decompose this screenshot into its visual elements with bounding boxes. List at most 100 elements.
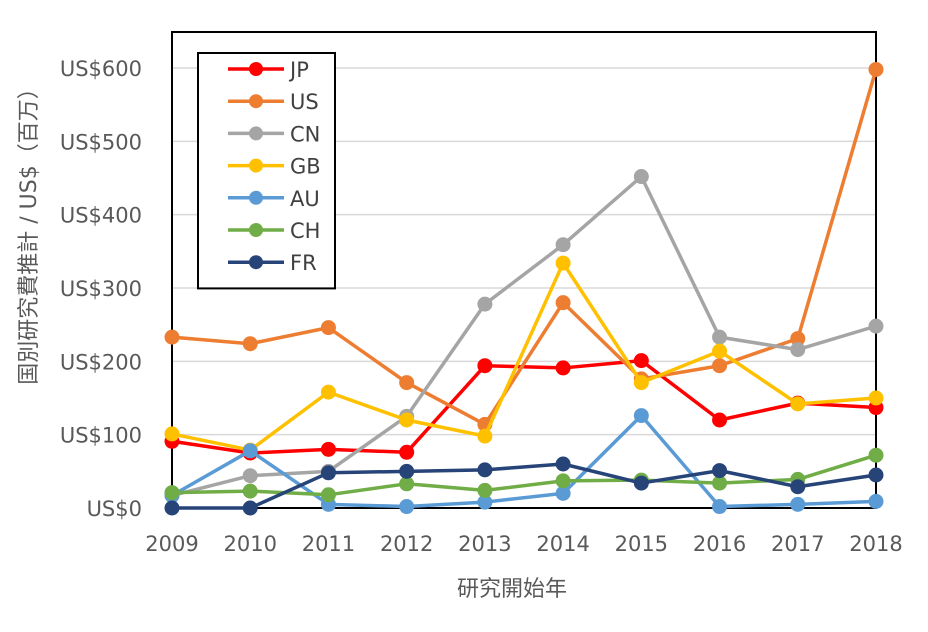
y-tick-label: US$300 <box>60 277 142 301</box>
legend-entry: FR <box>290 251 317 275</box>
data-point <box>633 169 649 185</box>
data-point <box>242 336 258 352</box>
data-point <box>868 493 884 509</box>
data-point <box>477 428 493 444</box>
series-fr <box>164 456 884 516</box>
data-point <box>712 358 728 374</box>
y-tick-label: US$500 <box>60 130 142 154</box>
data-point <box>399 412 415 428</box>
data-point <box>868 61 884 77</box>
data-point <box>399 499 415 515</box>
data-point <box>164 500 180 516</box>
data-point <box>164 426 180 442</box>
legend-swatch-marker <box>249 223 263 237</box>
series-line-au <box>171 413 877 509</box>
data-point <box>633 375 649 391</box>
data-point <box>712 343 728 359</box>
data-point <box>477 482 493 498</box>
legend-swatch-marker <box>249 62 263 76</box>
series-line-us <box>171 68 878 427</box>
data-point <box>242 483 258 499</box>
x-tick-label: 2017 <box>771 532 824 556</box>
y-tick-label: US$0 <box>87 497 142 521</box>
legend-swatch-marker <box>249 126 263 141</box>
series-line-ch <box>171 453 877 497</box>
x-axis-title: 研究開始年 <box>457 577 567 602</box>
tick-labels: US$0 US$100 US$200 US$300 US$400 US$500 US$600… <box>60 57 903 556</box>
data-point <box>633 353 649 369</box>
legend-box <box>197 52 336 290</box>
data-point <box>320 384 336 400</box>
x-tick-label: 2014 <box>536 532 589 556</box>
series-gb <box>164 255 884 458</box>
legend-entry: US <box>290 90 319 114</box>
data-point <box>555 255 571 271</box>
data-point <box>712 412 728 428</box>
series-line-cn <box>171 174 877 498</box>
series-line-gb <box>171 261 877 452</box>
data-point <box>633 408 649 424</box>
x-tick-label: 2012 <box>380 532 433 556</box>
data-point <box>790 342 806 358</box>
x-tick-label: 2016 <box>693 532 746 556</box>
legend-entry: AU <box>290 187 320 211</box>
data-point <box>164 329 180 345</box>
series-line-jp <box>171 358 877 455</box>
data-point <box>868 467 884 483</box>
data-point <box>320 465 336 481</box>
plot-frame <box>171 31 877 509</box>
legend-entry: JP <box>288 58 309 82</box>
legend-swatch-marker <box>249 190 263 205</box>
x-tick-label: 2011 <box>302 532 355 556</box>
data-point <box>477 358 493 374</box>
x-tick-label: 2018 <box>849 532 902 556</box>
y-tick-label: US$400 <box>60 204 142 228</box>
data-point <box>712 329 728 345</box>
data-point <box>555 237 571 253</box>
data-point <box>164 485 180 501</box>
data-point <box>320 441 336 457</box>
data-point <box>320 320 336 336</box>
data-point <box>555 456 571 472</box>
y-tick-label: US$100 <box>60 424 142 448</box>
x-tick-label: 2013 <box>458 532 511 556</box>
data-point <box>633 475 649 491</box>
y-tick-label: US$600 <box>60 57 142 81</box>
legend-entry: CN <box>290 122 320 146</box>
data-point <box>477 296 493 312</box>
x-tick-label: 2009 <box>145 532 198 556</box>
data-point <box>555 295 571 311</box>
data-point <box>399 463 415 479</box>
x-tick-label: 2010 <box>223 532 276 556</box>
data-point <box>712 475 728 491</box>
x-tick-label: 2015 <box>615 532 668 556</box>
data-point <box>555 360 571 376</box>
data-point <box>242 443 258 459</box>
data-point <box>477 462 493 478</box>
data-point <box>242 468 258 484</box>
data-point <box>790 396 806 412</box>
data-point <box>555 473 571 489</box>
series <box>164 61 884 516</box>
series-line-fr <box>172 462 877 510</box>
data-point <box>790 496 806 512</box>
data-point <box>399 444 415 460</box>
data-point <box>712 463 728 479</box>
legend-swatch-marker <box>249 255 263 270</box>
legend: JP US CN GB AU CH FR <box>197 52 336 290</box>
data-point <box>399 375 415 391</box>
data-point <box>868 390 884 406</box>
data-point <box>399 476 415 492</box>
data-point <box>242 500 258 516</box>
series-jp <box>164 353 884 461</box>
data-point <box>868 318 884 334</box>
y-axis-title: 国別研究費推計 / US$（百万） <box>17 77 42 384</box>
data-point <box>868 447 884 463</box>
axes <box>171 31 877 509</box>
data-point <box>320 487 336 503</box>
y-tick-label: US$200 <box>60 350 142 374</box>
data-point <box>712 499 728 515</box>
legend-entry: GB <box>290 155 321 179</box>
